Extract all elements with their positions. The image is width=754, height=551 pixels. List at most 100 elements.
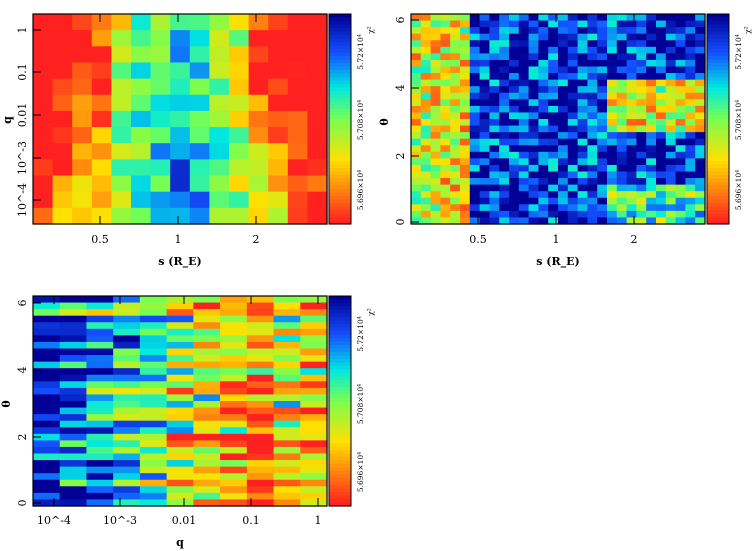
heatmap-cell [33, 302, 61, 310]
colorbar-segment [329, 401, 351, 406]
heatmap-cell [113, 341, 141, 350]
colorbar-segment [329, 154, 351, 159]
heatmap-cell [616, 210, 628, 219]
heatmap-cell [420, 86, 432, 94]
heatmap-cell [695, 27, 706, 35]
heatmap-cell [548, 79, 559, 87]
heatmap-cell [469, 99, 481, 107]
heatmap-cell [538, 33, 549, 41]
heatmap-cell [597, 164, 608, 173]
heatmap-cell [558, 132, 569, 140]
heatmap-cell [170, 14, 191, 31]
heatmap-cell [558, 197, 569, 205]
heatmap-cell [440, 197, 451, 205]
heatmap-cell [307, 30, 328, 47]
heatmap-cell [685, 92, 696, 100]
heatmap-cell [450, 33, 461, 41]
heatmap-cell [273, 427, 301, 435]
heatmap-cell [528, 119, 539, 127]
heatmap-cell [469, 184, 481, 192]
heatmap-cell [450, 46, 461, 54]
heatmap-cell [170, 46, 191, 64]
heatmap-cell [685, 158, 696, 166]
heatmap-cell [469, 20, 481, 28]
heatmap-cell [567, 164, 579, 173]
heatmap-cell [665, 151, 677, 159]
heatmap-cell [528, 14, 539, 22]
heatmap-cell [246, 446, 275, 455]
heatmap-cell [33, 296, 61, 304]
y-tick-label: 6 [16, 300, 29, 307]
heatmap-cell [626, 204, 637, 212]
heatmap-cell [287, 127, 308, 144]
heatmap-cell [113, 315, 141, 323]
heatmap-cell [499, 33, 510, 41]
heatmap-cell [33, 78, 54, 96]
heatmap-cell [307, 159, 328, 177]
heatmap-cell [33, 368, 61, 376]
heatmap-cell [248, 62, 269, 80]
heatmap-cell [538, 119, 549, 127]
heatmap-cell [246, 361, 275, 369]
heatmap-cell [656, 132, 667, 140]
heatmap-cell [577, 53, 588, 61]
heatmap-cell [626, 40, 637, 48]
heatmap-cell [300, 466, 328, 474]
heatmap-cell [91, 127, 112, 144]
heatmap-cell [626, 53, 637, 61]
heatmap-cell [86, 433, 114, 441]
heatmap-cell [636, 171, 647, 179]
heatmap-cell [518, 14, 530, 22]
heatmap-cell [113, 486, 141, 494]
heatmap-cell [567, 33, 579, 41]
heatmap-cell [656, 73, 667, 81]
heatmap-cell [558, 191, 569, 199]
heatmap-cell [597, 125, 608, 133]
heatmap-cell [287, 46, 308, 64]
heatmap-cell [587, 171, 598, 179]
heatmap-cell [460, 197, 471, 205]
heatmap-cell [430, 138, 441, 146]
heatmap-cell [59, 335, 88, 343]
heatmap-cell [411, 59, 422, 68]
heatmap-cell [636, 92, 647, 100]
heatmap-cell [300, 296, 328, 304]
heatmap-cell [597, 92, 608, 100]
heatmap-cell [460, 14, 471, 22]
heatmap-cell [460, 204, 471, 212]
heatmap-cell [656, 92, 667, 100]
colorbar-segment [329, 42, 351, 47]
heatmap-cell [567, 79, 579, 87]
heatmap-cell [150, 207, 171, 225]
heatmap-cell [300, 322, 328, 330]
heatmap-cell [287, 94, 308, 112]
heatmap-cell [307, 94, 328, 112]
heatmap-cell [166, 473, 194, 481]
heatmap-cell [246, 486, 275, 494]
heatmap-cell [538, 92, 549, 100]
heatmap-cell [193, 466, 221, 474]
heatmap-cell [273, 407, 301, 415]
colorbar-segment [707, 133, 729, 138]
heatmap-cell [616, 112, 628, 120]
heatmap-cell [166, 460, 194, 468]
heatmap-cell [489, 151, 500, 159]
heatmap-cell [548, 53, 559, 61]
heatmap-cell [548, 66, 559, 74]
heatmap-cell [91, 14, 112, 31]
heatmap-cell [59, 355, 88, 363]
heatmap-cell [460, 33, 471, 41]
heatmap-cell [587, 86, 598, 94]
y-tick-label: 4 [16, 367, 29, 374]
heatmap-cell [59, 296, 88, 304]
heatmap-cell [440, 138, 451, 146]
heatmap-cell [450, 145, 461, 153]
heatmap-cell [307, 78, 328, 96]
heatmap-cell [420, 171, 432, 179]
heatmap-cell [685, 27, 696, 35]
heatmap-cell [587, 164, 598, 173]
heatmap-cell [548, 171, 559, 179]
heatmap-cell [411, 158, 422, 166]
heatmap-cell [538, 14, 549, 22]
colorbar-segment [329, 450, 351, 455]
